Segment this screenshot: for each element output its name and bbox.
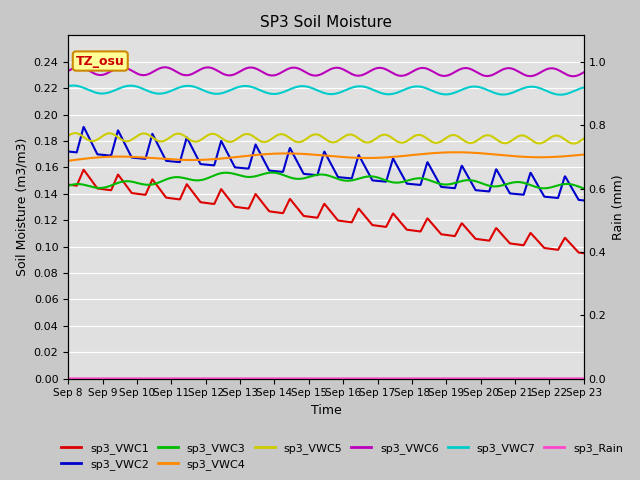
Text: TZ_osu: TZ_osu — [76, 55, 125, 68]
Y-axis label: Soil Moisture (m3/m3): Soil Moisture (m3/m3) — [15, 138, 28, 276]
Title: SP3 Soil Moisture: SP3 Soil Moisture — [260, 15, 392, 30]
Y-axis label: Rain (mm): Rain (mm) — [612, 174, 625, 240]
X-axis label: Time: Time — [310, 404, 341, 417]
Legend: sp3_VWC1, sp3_VWC2, sp3_VWC3, sp3_VWC4, sp3_VWC5, sp3_VWC6, sp3_VWC7, sp3_Rain: sp3_VWC1, sp3_VWC2, sp3_VWC3, sp3_VWC4, … — [57, 438, 628, 474]
